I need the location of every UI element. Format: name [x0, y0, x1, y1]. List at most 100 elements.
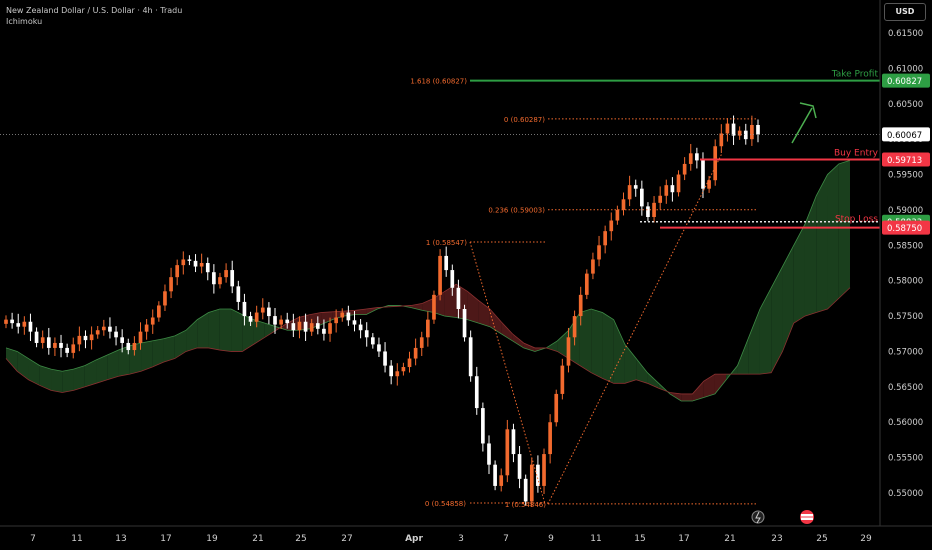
- candle: [95, 325, 100, 339]
- candle: [750, 115, 754, 146]
- cloud-segment: [264, 323, 277, 338]
- candle: [340, 308, 345, 322]
- cloud-segment: [782, 245, 794, 352]
- candle: [205, 257, 210, 281]
- candle: [187, 255, 192, 266]
- time-tick-label: 21: [252, 534, 263, 544]
- take-profit-badge: 0.60827: [882, 73, 930, 88]
- candle: [34, 327, 39, 348]
- candle: [108, 317, 112, 339]
- candle-body: [621, 199, 626, 210]
- candle: [462, 304, 467, 342]
- lightning-event-icon: [751, 510, 765, 524]
- candle: [248, 311, 253, 326]
- price-axis: 0.615000.610000.605000.600000.595000.590…: [879, 0, 930, 526]
- candle-body: [737, 130, 742, 136]
- candle: [682, 157, 687, 181]
- candle: [407, 351, 412, 373]
- candle-body: [383, 351, 387, 366]
- candle: [670, 177, 675, 202]
- candle: [346, 305, 351, 326]
- candle-body: [627, 185, 632, 200]
- candle-body: [236, 286, 241, 302]
- stop-loss-badge: 0.58750: [882, 220, 930, 235]
- cloud-segment: [6, 347, 18, 372]
- candle: [28, 313, 33, 341]
- cloud-segment: [681, 393, 693, 401]
- candle: [260, 298, 265, 320]
- candle: [303, 313, 308, 341]
- candle-body: [71, 344, 76, 353]
- candle: [664, 179, 669, 204]
- candle-body: [511, 429, 516, 455]
- fib-level-label: 0.236 (0.59003): [488, 207, 545, 215]
- candle-body: [132, 342, 137, 351]
- fib-level-label: 0 (0.60287): [504, 116, 545, 124]
- candle: [688, 143, 693, 171]
- candle-body: [542, 454, 546, 486]
- candle: [40, 330, 45, 349]
- candle-body: [481, 408, 485, 444]
- candle: [242, 293, 247, 326]
- candle-body: [688, 153, 693, 164]
- candle-body: [297, 321, 302, 331]
- candle: [756, 119, 760, 143]
- candle-body: [59, 342, 63, 348]
- last-price-badge-bg: [882, 127, 930, 142]
- cloud-segment: [174, 330, 187, 359]
- candle: [89, 326, 94, 350]
- candle: [554, 389, 559, 427]
- candle-body: [713, 146, 718, 181]
- time-tick-label: 7: [503, 534, 509, 544]
- candle: [401, 362, 406, 376]
- candle-body: [377, 344, 381, 352]
- time-tick-label: 23: [771, 534, 782, 544]
- candle-body: [169, 277, 173, 292]
- candle-body: [389, 365, 394, 377]
- candle-body: [242, 301, 247, 317]
- senkou-span-a: [5, 160, 851, 402]
- candle: [383, 342, 387, 373]
- candle-body: [695, 153, 699, 161]
- candle-body: [46, 337, 51, 348]
- candle: [328, 317, 332, 342]
- candle-body: [187, 259, 192, 261]
- candle-body: [303, 321, 308, 332]
- candle: [230, 260, 235, 294]
- candle-body: [462, 309, 467, 338]
- candle: [144, 319, 149, 340]
- candle: [646, 202, 650, 222]
- candle: [4, 315, 8, 329]
- indicator-label: Ichimoku: [6, 17, 43, 26]
- cloud-segment: [602, 312, 614, 384]
- price-tick-label: 0.58500: [888, 241, 923, 251]
- cloud-segment: [197, 312, 209, 348]
- candle-body: [364, 330, 369, 338]
- cloud-segment: [73, 365, 85, 391]
- buy-entry-badge: 0.59713: [882, 152, 930, 167]
- price-tick-label: 0.56000: [888, 418, 923, 428]
- candle-body: [193, 260, 198, 267]
- candle: [16, 313, 21, 334]
- candle: [83, 330, 88, 349]
- candle-body: [548, 422, 552, 455]
- candle-body: [725, 123, 730, 134]
- candle-body: [16, 323, 21, 327]
- cloud-segment: [422, 298, 434, 313]
- cloud-segment: [152, 338, 164, 368]
- candle: [364, 322, 369, 347]
- currency-button[interactable]: USD: [884, 3, 926, 21]
- candle-body: [181, 259, 186, 266]
- candle: [542, 448, 546, 494]
- price-tick-label: 0.58000: [888, 277, 923, 287]
- time-tick-label: Apr: [405, 534, 423, 544]
- candle-body: [340, 312, 345, 318]
- candle: [725, 118, 730, 142]
- candle: [46, 327, 51, 355]
- candle-body: [438, 255, 442, 295]
- candle: [713, 139, 718, 186]
- candle-body: [352, 320, 357, 325]
- time-tick-label: 29: [860, 534, 872, 544]
- price-tick-label: 0.55000: [888, 489, 923, 499]
